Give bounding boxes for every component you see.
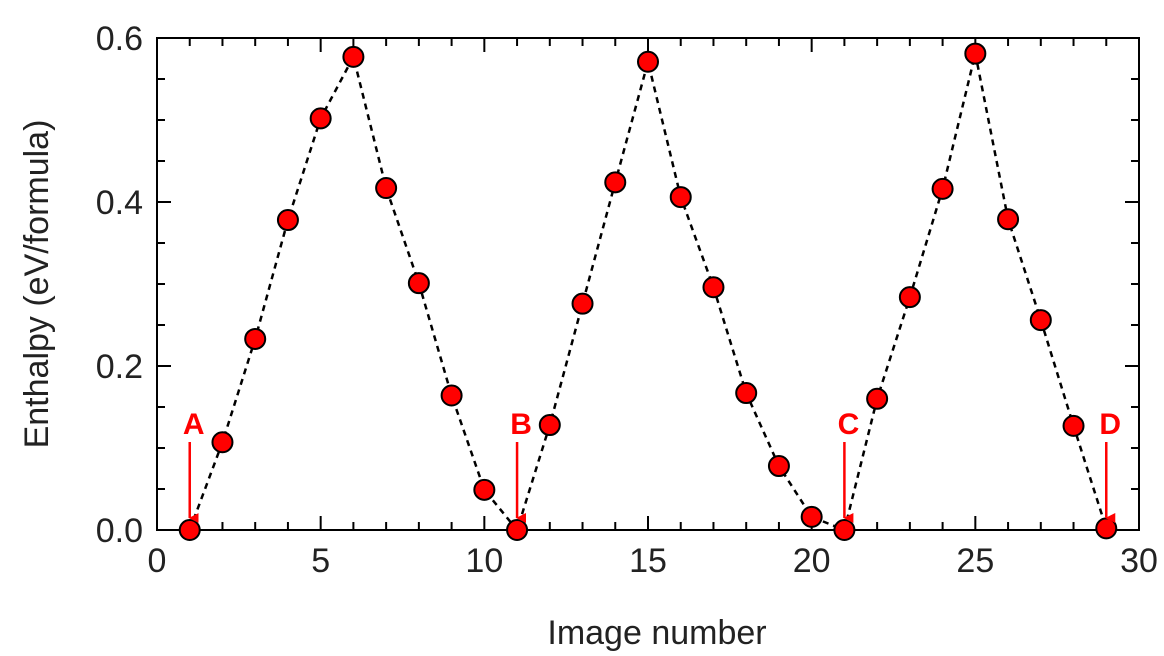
data-point	[440, 384, 463, 407]
plot-frame	[156, 37, 1140, 531]
x-tick-label: 0	[148, 542, 167, 580]
annotation-label-c: C	[838, 408, 860, 441]
data-point	[211, 431, 234, 454]
series-line	[188, 53, 1108, 533]
data-point	[342, 45, 365, 68]
annotation-label-d: D	[1099, 408, 1121, 441]
y-axis-label: Enthalpy (eV/formula)	[18, 120, 56, 449]
data-point	[309, 107, 332, 130]
y-tick-label: 0.6	[96, 20, 143, 58]
data-point	[800, 505, 823, 528]
data-point	[931, 177, 954, 200]
data-point	[866, 387, 889, 410]
x-tick-label: 30	[1120, 542, 1158, 580]
x-axis-label: Image number	[547, 614, 766, 652]
x-tick-label: 5	[311, 542, 330, 580]
x-tick-label: 10	[465, 542, 503, 580]
data-point	[1062, 414, 1085, 437]
data-point	[637, 50, 659, 73]
data-point	[604, 171, 627, 194]
data-point	[964, 42, 987, 65]
data-point	[669, 186, 692, 209]
data-point	[571, 292, 594, 315]
y-tick-label: 0.2	[96, 348, 143, 386]
data-point	[506, 519, 529, 541]
x-tick-label: 15	[629, 542, 667, 580]
data-point	[407, 272, 430, 295]
data-point	[702, 276, 725, 299]
data-point	[375, 177, 398, 200]
data-point	[898, 286, 921, 309]
data-point	[735, 382, 758, 405]
y-tick-label: 0.0	[96, 512, 143, 550]
y-tick-label: 0.4	[96, 184, 143, 222]
annotation-label-b: B	[510, 408, 532, 441]
x-tick-label: 20	[793, 542, 831, 580]
data-point	[767, 455, 790, 478]
data-point	[178, 519, 201, 541]
data-point	[1095, 517, 1118, 540]
data-point	[244, 327, 267, 350]
data-point	[833, 519, 856, 541]
data-point	[276, 209, 299, 232]
annotation-label-a: A	[183, 408, 205, 441]
data-point	[538, 414, 561, 437]
x-tick-label: 25	[956, 542, 994, 580]
data-point	[1029, 309, 1052, 332]
data-point	[997, 208, 1020, 231]
data-point	[473, 478, 496, 501]
